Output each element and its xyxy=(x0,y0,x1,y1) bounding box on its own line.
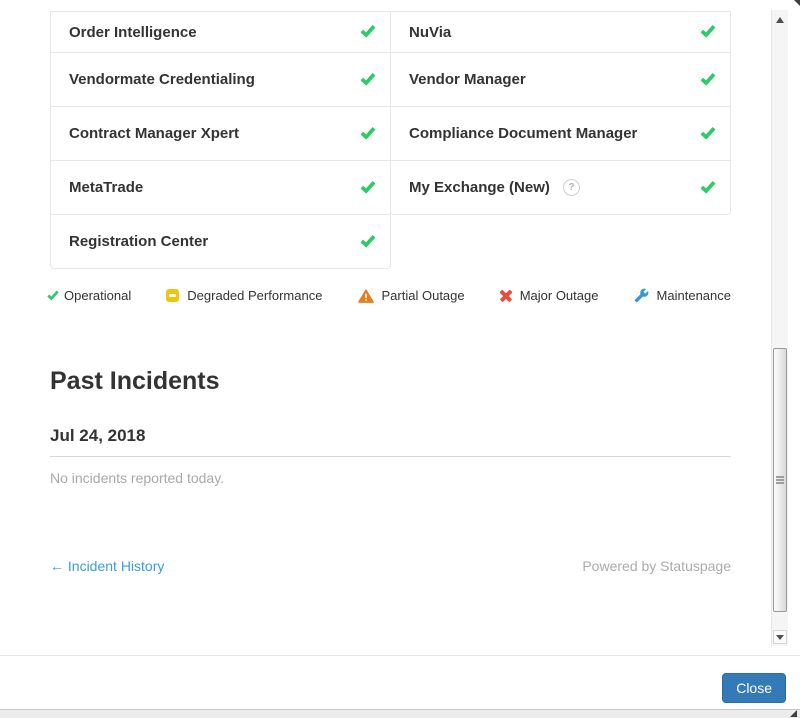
scrollbar-thumb[interactable] xyxy=(773,348,787,612)
close-button[interactable]: Close xyxy=(722,673,786,703)
service-name: NuVia xyxy=(409,23,452,41)
legend-label: Maintenance xyxy=(656,288,731,303)
incident-day-section: Jul 24, 2018 No incidents reported today… xyxy=(50,426,731,486)
check-icon xyxy=(700,177,716,194)
check-icon xyxy=(47,287,59,301)
corner-fragment xyxy=(790,710,797,717)
check-icon xyxy=(360,22,376,38)
check-icon xyxy=(700,22,716,38)
check-icon xyxy=(700,123,716,140)
service-name: Order Intelligence xyxy=(69,23,197,41)
check-icon xyxy=(360,177,376,194)
service-row: Vendor Manager xyxy=(391,52,730,106)
legend-label: Partial Outage xyxy=(381,288,465,303)
powered-by-statuspage-link[interactable]: Powered by Statuspage xyxy=(582,558,731,574)
legend-item-operational: Operational xyxy=(47,287,132,303)
no-incidents-message: No incidents reported today. xyxy=(50,470,225,486)
service-name: Registration Center xyxy=(69,233,209,250)
service-row: My Exchange (New) ? xyxy=(391,160,730,214)
services-table-left: Order Intelligence Vendormate Credential… xyxy=(50,11,391,269)
service-row: Order Intelligence xyxy=(51,12,390,52)
minus-square-icon xyxy=(166,289,180,302)
service-row: Registration Center xyxy=(51,214,390,268)
service-row: Vendormate Credentialing xyxy=(51,52,390,106)
incident-history-link[interactable]: ← Incident History xyxy=(50,558,165,574)
scrollbar-grip-icon xyxy=(776,479,784,481)
status-legend: Operational Degraded Performance Partial… xyxy=(47,287,731,303)
service-name: Vendormate Credentialing xyxy=(69,71,255,88)
statuspage-footer: ← Incident History Powered by Statuspage xyxy=(50,558,731,574)
service-name: Vendor Manager xyxy=(409,71,526,88)
scroll-down-arrow-icon xyxy=(776,635,784,640)
legend-label: Operational xyxy=(64,288,132,303)
incident-date: Jul 24, 2018 xyxy=(50,426,731,457)
check-icon xyxy=(360,123,376,140)
scrollbar[interactable] xyxy=(771,10,788,646)
service-row: Compliance Document Manager xyxy=(391,106,730,160)
legend-item-partial-outage: Partial Outage xyxy=(357,288,465,303)
check-icon xyxy=(700,69,716,86)
scroll-down-button[interactable] xyxy=(773,630,787,644)
past-incidents-title: Past Incidents xyxy=(50,367,220,395)
scroll-up-arrow-icon[interactable] xyxy=(776,17,784,23)
service-name: My Exchange (New) xyxy=(409,179,550,196)
legend-label: Major Outage xyxy=(519,288,599,303)
corner-fragment xyxy=(794,0,800,6)
legend-item-major-outage: Major Outage xyxy=(500,288,599,303)
check-icon xyxy=(360,69,376,86)
question-mark-icon[interactable]: ? xyxy=(562,179,580,196)
warning-triangle-icon xyxy=(357,288,374,303)
wrench-icon xyxy=(634,288,649,303)
service-name: Compliance Document Manager xyxy=(409,125,638,142)
legend-item-degraded: Degraded Performance xyxy=(166,288,322,303)
legend-label: Degraded Performance xyxy=(187,288,323,303)
modal-footer-divider xyxy=(0,655,800,656)
service-name: Contract Manager Xpert xyxy=(69,125,240,142)
check-icon xyxy=(360,231,376,248)
page-background-strip xyxy=(0,709,800,718)
legend-item-maintenance: Maintenance xyxy=(634,288,731,303)
service-row: NuVia xyxy=(391,12,730,52)
service-row: MetaTrade xyxy=(51,160,390,214)
service-row: Contract Manager Xpert xyxy=(51,106,390,160)
services-table-right: NuVia Vendor Manager Compliance Document… xyxy=(390,11,731,215)
service-name: MetaTrade xyxy=(69,179,144,196)
x-icon xyxy=(500,290,512,302)
